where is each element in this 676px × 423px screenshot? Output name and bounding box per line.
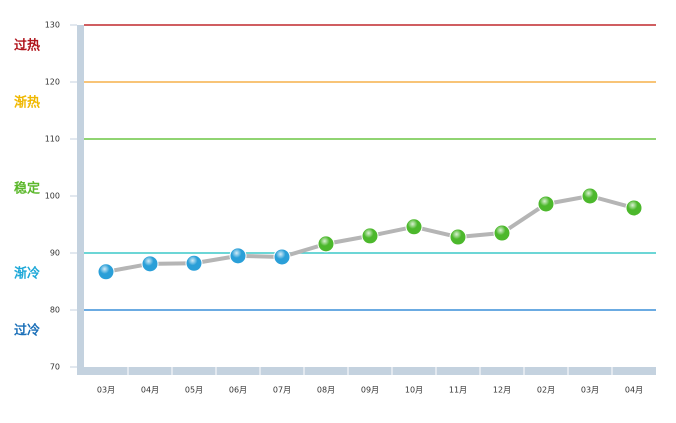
zone-label: 渐热 <box>14 95 40 111</box>
zone-label: 过冷 <box>14 323 40 339</box>
point-shine <box>451 230 465 245</box>
point-shine <box>407 219 421 234</box>
y-tick-label: 80 <box>50 306 60 315</box>
point-shine <box>539 196 553 211</box>
x-tick-label: 09月 <box>361 386 379 395</box>
x-tick-label: 02月 <box>537 386 555 395</box>
point-shine <box>275 249 289 264</box>
y-axis-bar <box>77 25 84 375</box>
y-tick-label: 70 <box>50 363 60 372</box>
x-tick-label: 07月 <box>273 386 291 395</box>
point-shine <box>583 189 597 203</box>
x-tick-label: 12月 <box>493 386 511 395</box>
y-tick-label: 120 <box>45 78 60 87</box>
zone-label: 稳定 <box>14 181 40 197</box>
point-shine <box>187 256 201 271</box>
x-tick-label: 03月 <box>581 386 599 395</box>
point-shine <box>319 236 333 251</box>
point-shine <box>495 226 509 241</box>
x-tick-label: 03月 <box>97 386 115 395</box>
x-tick-label: 05月 <box>185 386 203 395</box>
y-tick-label: 100 <box>45 192 60 201</box>
x-tick-label: 10月 <box>405 386 423 395</box>
x-tick-label: 11月 <box>449 386 467 395</box>
zone-label: 渐冷 <box>14 266 40 282</box>
point-shine <box>627 200 641 215</box>
x-tick-label: 04月 <box>625 386 643 395</box>
zone-label: 过热 <box>14 38 40 54</box>
point-shine <box>99 264 113 279</box>
x-tick-label: 04月 <box>141 386 159 395</box>
y-tick-label: 130 <box>45 21 60 30</box>
x-tick-label: 08月 <box>317 386 335 395</box>
point-shine <box>231 248 245 263</box>
y-tick-label: 90 <box>50 249 60 258</box>
y-tick-label: 110 <box>45 135 60 144</box>
x-tick-label: 06月 <box>229 386 247 395</box>
x-axis-bar <box>77 367 656 375</box>
point-shine <box>363 228 377 243</box>
point-shine <box>143 256 157 271</box>
